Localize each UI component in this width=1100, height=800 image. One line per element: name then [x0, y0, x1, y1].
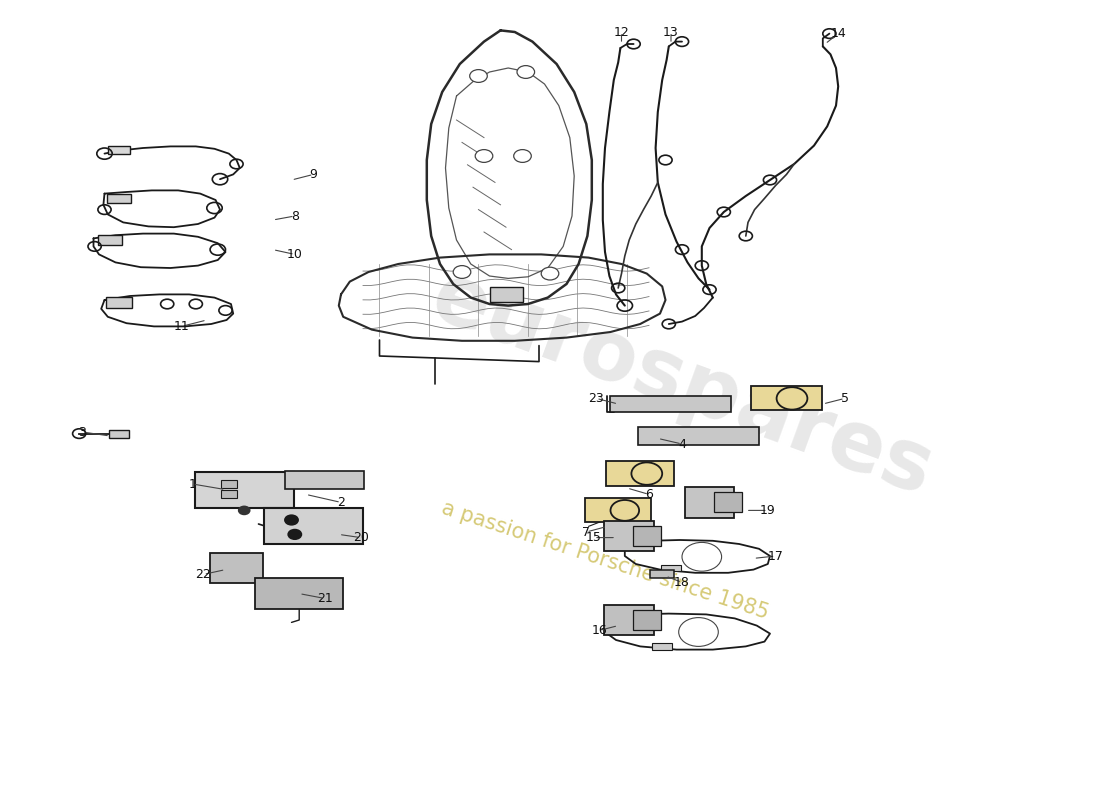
Text: 14: 14 — [830, 27, 846, 40]
Circle shape — [682, 542, 722, 571]
Circle shape — [475, 150, 493, 162]
Bar — [195, 472, 294, 508]
Bar — [652, 643, 672, 650]
Circle shape — [631, 462, 662, 485]
Circle shape — [239, 506, 250, 514]
Bar — [750, 386, 823, 410]
Bar — [684, 487, 735, 518]
Bar — [106, 297, 132, 308]
Bar — [98, 235, 122, 245]
Text: 15: 15 — [586, 531, 602, 544]
Text: 20: 20 — [353, 531, 369, 544]
Circle shape — [514, 150, 531, 162]
Text: 4: 4 — [678, 438, 686, 450]
Text: 22: 22 — [196, 568, 211, 581]
Bar — [107, 194, 131, 203]
Bar — [220, 490, 236, 498]
Bar — [661, 565, 681, 571]
Bar — [605, 605, 653, 635]
Text: 17: 17 — [768, 550, 783, 562]
Text: eurospares: eurospares — [420, 256, 944, 512]
Bar — [264, 509, 363, 545]
Text: 10: 10 — [287, 248, 303, 261]
Circle shape — [679, 618, 718, 646]
Bar — [634, 526, 660, 546]
Bar — [108, 146, 130, 154]
Circle shape — [610, 500, 639, 521]
Text: 7: 7 — [582, 526, 591, 538]
Bar — [585, 498, 651, 522]
Bar — [605, 521, 653, 551]
Text: a passion for Porsche since 1985: a passion for Porsche since 1985 — [439, 498, 771, 622]
Text: 8: 8 — [290, 210, 299, 222]
Bar — [109, 430, 129, 438]
Bar — [715, 493, 741, 513]
Circle shape — [288, 530, 301, 539]
Text: 3: 3 — [78, 426, 87, 438]
Text: 2: 2 — [337, 496, 345, 509]
Circle shape — [517, 66, 535, 78]
Bar — [610, 396, 732, 412]
Bar — [638, 427, 759, 445]
Text: 19: 19 — [760, 504, 775, 517]
Text: 11: 11 — [174, 320, 189, 333]
Text: 1: 1 — [188, 478, 197, 490]
Bar — [220, 480, 236, 488]
Bar — [606, 461, 674, 486]
Text: 21: 21 — [317, 592, 332, 605]
Circle shape — [777, 387, 807, 410]
Text: 6: 6 — [645, 488, 653, 501]
Text: 13: 13 — [663, 26, 679, 38]
Text: 9: 9 — [309, 168, 318, 181]
Bar — [210, 553, 263, 583]
Text: 16: 16 — [592, 624, 607, 637]
Bar — [634, 610, 660, 630]
Text: 5: 5 — [840, 392, 849, 405]
Text: 18: 18 — [674, 576, 690, 589]
Text: 12: 12 — [614, 26, 629, 38]
Bar — [255, 578, 343, 609]
Circle shape — [453, 266, 471, 278]
Bar — [285, 471, 364, 489]
Circle shape — [541, 267, 559, 280]
Bar — [490, 287, 522, 302]
Circle shape — [285, 515, 298, 525]
Bar — [650, 570, 674, 578]
Circle shape — [470, 70, 487, 82]
Text: 23: 23 — [588, 392, 604, 405]
